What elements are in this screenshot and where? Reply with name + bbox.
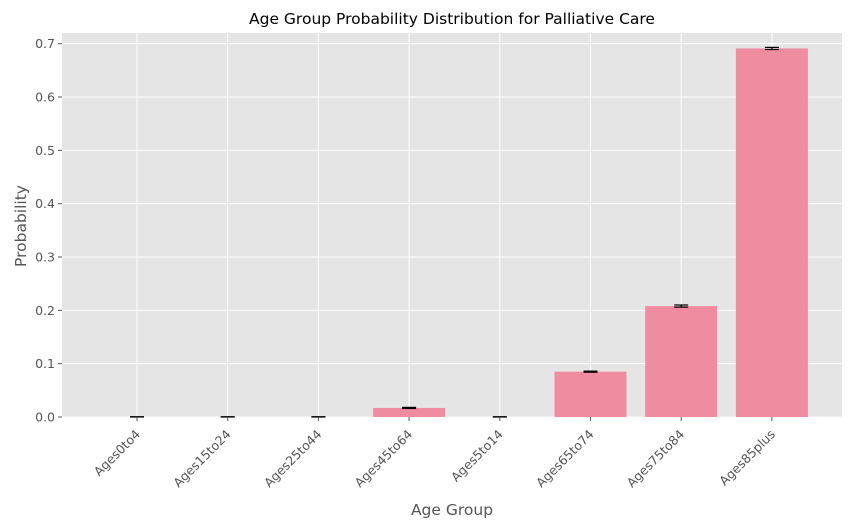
x-tick-label: Ages75to84: [624, 426, 688, 490]
y-axis-ticks: 0.0 0.1 0.2 0.3 0.4 0.5 0.6 0.7: [35, 36, 62, 425]
x-tick-label: Ages15to24: [170, 426, 234, 490]
y-tick-label: 0.0: [35, 410, 55, 425]
y-tick-label: 0.7: [35, 36, 55, 51]
bar-ages85plus: [735, 48, 808, 417]
x-tick-label: Ages65to74: [533, 426, 597, 490]
error-bars: [130, 46, 779, 418]
bars: [373, 48, 808, 417]
y-tick-label: 0.3: [35, 250, 55, 265]
chart-title: Age Group Probability Distribution for P…: [249, 10, 655, 28]
x-tick-label: Ages5to14: [448, 426, 506, 484]
y-tick-label: 0.5: [35, 143, 55, 158]
x-tick-label: Ages0to4: [91, 426, 143, 478]
x-axis-label: Age Group: [411, 501, 493, 519]
error-bar: [583, 370, 598, 373]
y-tick-label: 0.6: [35, 90, 55, 105]
y-axis-label: Probability: [12, 185, 30, 267]
error-bar: [674, 304, 689, 308]
x-tick-label: Ages45to64: [352, 426, 416, 490]
y-tick-label: 0.2: [35, 303, 55, 318]
error-bar: [764, 46, 779, 51]
y-tick-label: 0.4: [35, 196, 55, 211]
grid-lines: [62, 33, 842, 418]
plot-area: [62, 33, 842, 417]
y-tick-label: 0.1: [35, 356, 55, 371]
x-tick-label: Ages25to44: [261, 426, 325, 490]
x-axis-ticks: Ages0to4 Ages15to24 Ages25to44 Ages45to64 Ag…: [91, 417, 778, 490]
bar-ages45to64: [373, 407, 446, 417]
bar-ages75to84: [645, 306, 718, 417]
x-tick-label: Ages85plus: [716, 427, 778, 489]
error-bar: [402, 406, 417, 410]
bar-ages65to74: [554, 371, 627, 417]
